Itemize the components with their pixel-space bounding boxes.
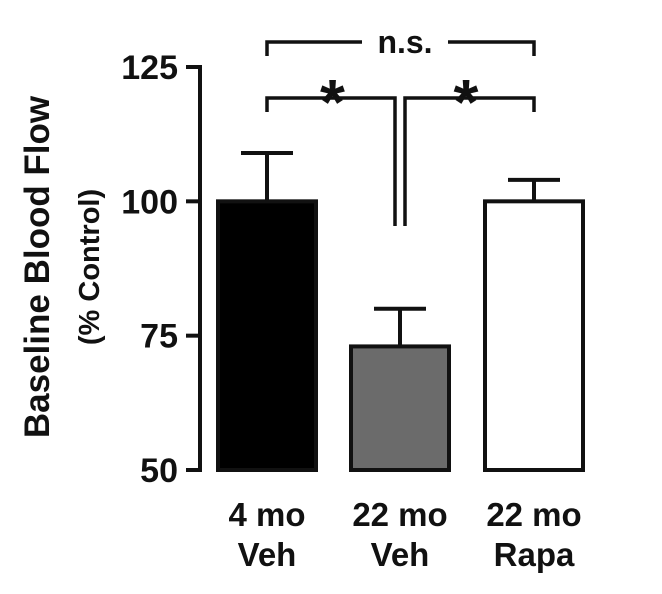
bar xyxy=(216,199,318,472)
bracket-ns-right xyxy=(448,40,536,56)
y-tick-label: 75 xyxy=(140,318,178,356)
x-category-label: 4 mo xyxy=(228,496,305,533)
y-axis-label: Baseline Blood Flow xyxy=(18,95,57,438)
significance-label-ns: n.s. xyxy=(377,24,432,60)
x-category-label: Rapa xyxy=(494,536,575,573)
bracket-ns-left xyxy=(265,40,362,56)
bar xyxy=(349,344,451,472)
y-tick-label: 100 xyxy=(121,183,178,221)
bracket-left xyxy=(265,96,397,226)
y-axis-sublabel: (% Control) xyxy=(74,189,106,345)
x-category-label: 22 mo xyxy=(486,496,581,533)
bracket-right xyxy=(403,96,536,226)
y-tick-label: 125 xyxy=(121,49,178,87)
x-category-label: Veh xyxy=(238,536,297,573)
bar xyxy=(483,199,585,472)
x-category-label: 22 mo xyxy=(352,496,447,533)
x-category-label: Veh xyxy=(371,536,430,573)
significance-star-left: * xyxy=(320,66,345,138)
significance-star-right: * xyxy=(454,66,479,138)
y-tick-label: 50 xyxy=(140,452,178,490)
